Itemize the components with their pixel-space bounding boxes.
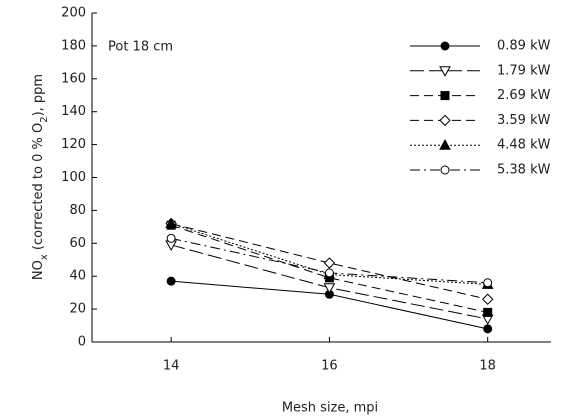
y-label-subscript: 2 bbox=[39, 116, 50, 122]
y-tick-label: 40 bbox=[69, 269, 86, 284]
y-tick-label: 0 bbox=[78, 335, 86, 350]
y-tick-label: 160 bbox=[61, 71, 86, 86]
marker bbox=[324, 268, 334, 278]
legend-label: 5.38 kW bbox=[497, 163, 551, 178]
marker bbox=[481, 293, 494, 305]
series-line bbox=[171, 223, 488, 300]
x-tick-label: 14 bbox=[163, 359, 180, 374]
marker bbox=[323, 257, 336, 269]
annotation: Pot 18 cm bbox=[108, 40, 173, 55]
y-tick-label: 100 bbox=[61, 170, 86, 185]
legend-label: 3.59 kW bbox=[497, 113, 551, 128]
y-label-part: NO bbox=[31, 260, 46, 280]
series-line bbox=[170, 223, 488, 285]
legend-label: 4.48 kW bbox=[497, 138, 551, 153]
legend-label: 0.89 kW bbox=[497, 39, 551, 54]
marker bbox=[439, 114, 451, 127]
marker bbox=[323, 283, 336, 294]
marker bbox=[166, 233, 176, 243]
marker bbox=[440, 165, 450, 175]
y-label-part: (corrected to 0 % O bbox=[31, 123, 46, 254]
y-tick-label: 180 bbox=[61, 38, 86, 53]
series-line bbox=[170, 224, 488, 313]
y-label-subscript: x bbox=[39, 254, 50, 260]
marker bbox=[439, 66, 451, 77]
marker bbox=[483, 307, 493, 317]
marker bbox=[165, 217, 177, 229]
y-axis-label: NOx (corrected to 0 % O2), ppm bbox=[31, 74, 50, 280]
marker bbox=[439, 139, 451, 150]
y-tick-label: 200 bbox=[61, 6, 86, 21]
marker bbox=[483, 324, 493, 334]
y-tick-label: 140 bbox=[61, 104, 86, 119]
y-tick-label: 20 bbox=[69, 302, 86, 317]
x-tick-label: 16 bbox=[321, 359, 338, 374]
y-label-part: ), ppm bbox=[31, 74, 46, 117]
marker bbox=[440, 41, 450, 51]
x-axis-label: Mesh size, mpi bbox=[282, 401, 378, 416]
marker bbox=[440, 91, 450, 101]
marker bbox=[483, 278, 493, 288]
legend-label: 2.69 kW bbox=[497, 88, 551, 103]
legend-label: 1.79 kW bbox=[497, 63, 551, 78]
y-tick-label: 120 bbox=[61, 137, 86, 152]
x-tick-label: 18 bbox=[479, 359, 496, 374]
marker bbox=[166, 276, 176, 286]
y-tick-label: 80 bbox=[69, 203, 86, 218]
y-tick-label: 60 bbox=[69, 236, 86, 251]
